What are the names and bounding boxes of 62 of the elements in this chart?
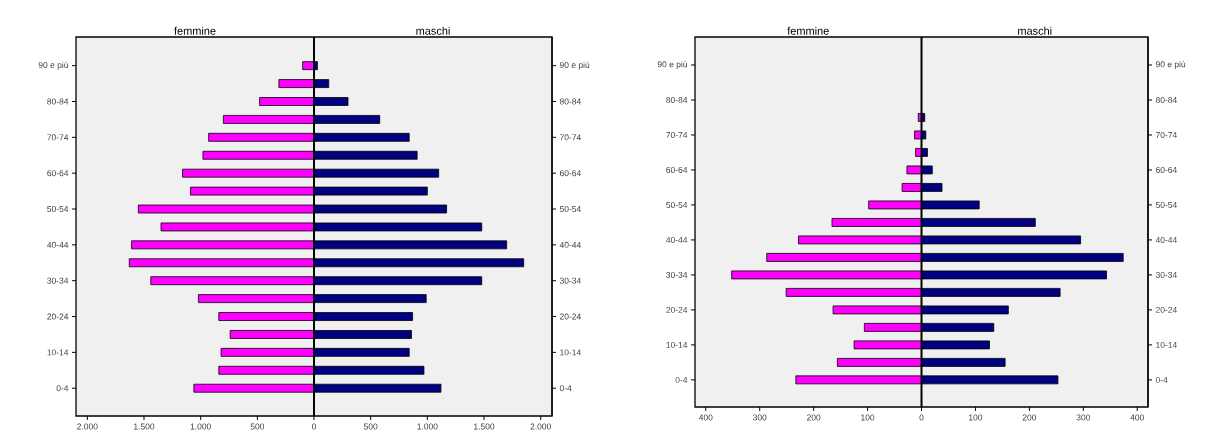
x-tick-label: 1.500 [134, 423, 155, 430]
category-label: 0-4 [56, 385, 69, 392]
x-tick-label: 0 [311, 423, 317, 430]
x-tick-label: 300 [752, 414, 767, 421]
y-tick-label: 70-74 [559, 134, 581, 141]
x-tick-label: 200 [1022, 414, 1037, 421]
x-tick-label: 500 [363, 423, 378, 430]
y-tick-label: 60-64 [1155, 166, 1177, 173]
y-tick-label: 10-14 [1156, 341, 1177, 348]
x-tick-label: 2.000 [77, 423, 98, 430]
category-label: 30-34 [666, 271, 688, 278]
category-label: 0-4 [675, 376, 688, 383]
y-tick-label: 50-54 [1155, 201, 1177, 208]
category-label: 20-24 [666, 306, 688, 313]
category-label: 40-44 [47, 241, 69, 248]
category-label: 80-84 [666, 96, 688, 103]
x-tick-label: 1.000 [190, 423, 211, 430]
y-tick-label: 30-34 [559, 277, 581, 284]
category-label: 10-14 [47, 349, 69, 356]
x-tick-label: 400 [698, 414, 713, 421]
category-label: 60-64 [47, 170, 69, 177]
y-tick-label: 20-24 [1155, 306, 1177, 313]
y-tick-label: 90 e più [559, 61, 590, 70]
y-tick-label: 20-24 [559, 313, 581, 320]
text: maschi [1018, 26, 1052, 35]
y-tick-label: 0-4 [559, 385, 572, 392]
y-tick-label: 60-64 [559, 170, 581, 177]
text: femmine [787, 26, 829, 35]
y-tick-label: 0-4 [1155, 376, 1168, 383]
category-label: 40-44 [666, 236, 688, 243]
y-tick-label: 70-74 [1155, 131, 1177, 138]
category-label: 90 e più [38, 61, 68, 70]
category-label: 30-34 [47, 277, 69, 284]
y-tick-label: 90 e più [1155, 60, 1186, 69]
y-tick-label: 50-54 [559, 206, 581, 213]
category-label: 20-24 [47, 313, 69, 320]
x-tick-label: 100 [861, 414, 875, 421]
x-tick-label: 200 [807, 414, 821, 421]
x-tick-label: 500 [250, 423, 265, 430]
category-label: 80-84 [47, 98, 69, 105]
x-tick-label: 2.000 [530, 423, 551, 430]
x-tick-label: 300 [1076, 414, 1091, 421]
x-tick-label: 0 [919, 414, 924, 421]
category-label: 50-54 [666, 201, 688, 208]
category-label: 70-74 [47, 134, 69, 141]
category-label: 10-14 [666, 341, 688, 348]
category-label: 90 e più [657, 60, 687, 69]
x-tick-label: 1.500 [474, 423, 495, 430]
category-label: 70-74 [666, 131, 688, 138]
category-label: 50-54 [47, 206, 69, 213]
text: femmine [174, 26, 216, 35]
category-label: 60-64 [666, 166, 688, 173]
y-tick-label: 10-14 [560, 349, 581, 356]
x-tick-label: 1.000 [417, 423, 438, 430]
y-tick-label: 30-34 [1155, 271, 1177, 278]
y-tick-label: 40-44 [559, 241, 581, 248]
x-tick-label: 400 [1130, 414, 1144, 421]
y-tick-label: 80-84 [1155, 96, 1177, 103]
y-tick-label: 40-44 [1155, 236, 1177, 243]
text: maschi [416, 26, 450, 35]
y-tick-label: 80-84 [559, 98, 581, 105]
x-tick-label: 100 [969, 414, 983, 421]
